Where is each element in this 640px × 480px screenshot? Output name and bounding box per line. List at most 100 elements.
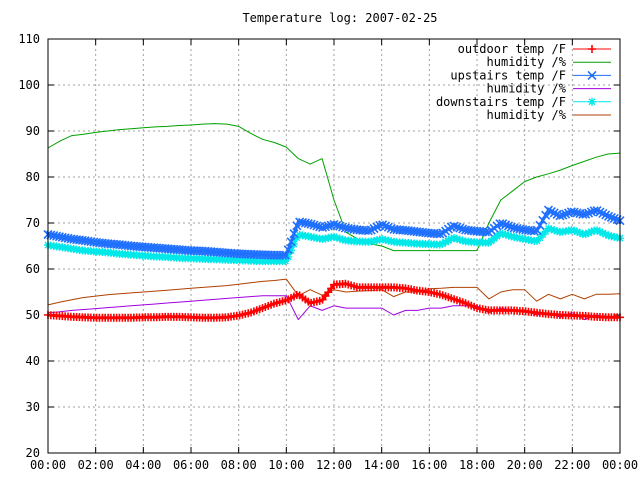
series-point (584, 228, 593, 237)
axis-ticks: 00:00 02:00 04:00 06:00 08:00 10:00 12:00 14:00… (18, 32, 638, 472)
series-point (532, 225, 542, 235)
series-layer (43, 123, 625, 322)
series-point (501, 230, 510, 239)
series-point (603, 211, 614, 221)
legend-marker (588, 45, 596, 53)
series-point (449, 221, 459, 231)
x-tick-label: 02:00 (78, 458, 114, 472)
x-tick-label: 04:00 (125, 458, 161, 472)
series-1 (47, 123, 621, 252)
series-point (538, 215, 548, 225)
series-point (309, 220, 319, 230)
series-point (501, 220, 511, 230)
series-point (547, 225, 556, 234)
legend-label: outdoor temp /F (458, 42, 566, 56)
series-point (561, 209, 571, 219)
series-point (335, 221, 345, 231)
series-point (544, 224, 553, 233)
y-tick-label: 110 (18, 32, 40, 46)
series-point (541, 210, 551, 220)
x-tick-label: 00:00 (602, 458, 638, 472)
series-point (598, 228, 607, 237)
legend-marker (587, 70, 597, 80)
series-point (569, 207, 579, 217)
series-point (441, 238, 450, 247)
series-point (455, 235, 464, 244)
series-point (329, 219, 339, 229)
x-tick-label: 18:00 (459, 458, 495, 472)
legend-label: humidity /% (487, 82, 567, 96)
series-point (503, 221, 514, 231)
series-point (575, 228, 584, 237)
series-point (281, 257, 290, 266)
series-point (452, 222, 462, 232)
x-tick-label: 06:00 (173, 458, 209, 472)
series-point (447, 234, 456, 243)
series-point (335, 234, 344, 243)
series-point (609, 213, 619, 224)
series-point (283, 245, 293, 255)
y-tick-label: 20 (26, 446, 40, 460)
series-point (378, 220, 388, 230)
y-tick-label: 50 (26, 308, 40, 322)
y-tick-label: 40 (26, 354, 40, 368)
series-point (435, 229, 445, 239)
series-point (458, 236, 467, 245)
series-4 (44, 224, 624, 266)
series-point (320, 222, 330, 232)
series-point (330, 232, 338, 241)
series-point (280, 250, 290, 260)
series-point (481, 227, 491, 237)
series-point (287, 246, 296, 255)
series-point (581, 229, 590, 238)
series-point (595, 227, 604, 236)
x-tick-label: 20:00 (507, 458, 543, 472)
series-line (47, 123, 621, 252)
series-point (450, 234, 459, 243)
series-point (498, 219, 508, 229)
series-point (452, 234, 461, 243)
legend-marker (588, 97, 596, 106)
series-point (317, 222, 328, 233)
series-0 (44, 279, 624, 322)
legend-label: humidity /% (487, 108, 567, 122)
x-tick-label: 12:00 (316, 458, 352, 472)
series-2 (43, 205, 625, 260)
y-tick-label: 80 (26, 170, 40, 184)
series-point (286, 237, 296, 247)
series-point (323, 221, 333, 231)
series-point (332, 233, 341, 242)
series-point (332, 220, 342, 230)
series-point (363, 226, 373, 236)
series-point (593, 226, 602, 235)
series-5 (47, 278, 621, 306)
series-point (583, 208, 594, 218)
series-point (572, 208, 582, 218)
y-tick-label: 60 (26, 262, 40, 276)
series-point (581, 209, 591, 219)
x-tick-label: 08:00 (221, 458, 257, 472)
series-point (444, 236, 453, 245)
plot-frame (47, 38, 621, 454)
series-point (438, 239, 447, 248)
y-tick-label: 30 (26, 400, 40, 414)
series-point (303, 218, 313, 229)
series-point (455, 223, 465, 233)
y-tick-label: 70 (26, 216, 40, 230)
series-point (306, 219, 316, 229)
chart-title: Temperature log: 2007-02-25 (242, 11, 437, 25)
series-line (47, 278, 621, 306)
y-tick-label: 90 (26, 124, 40, 138)
x-tick-label: 22:00 (554, 458, 590, 472)
x-tick-label: 16:00 (411, 458, 447, 472)
series-point (284, 252, 293, 261)
legend-label: humidity /% (487, 55, 567, 69)
series-point (550, 226, 559, 235)
series-point (338, 235, 347, 244)
x-tick-label: 00:00 (30, 458, 66, 472)
series-point (535, 220, 545, 230)
series-point (601, 230, 610, 239)
series-point (289, 229, 299, 239)
